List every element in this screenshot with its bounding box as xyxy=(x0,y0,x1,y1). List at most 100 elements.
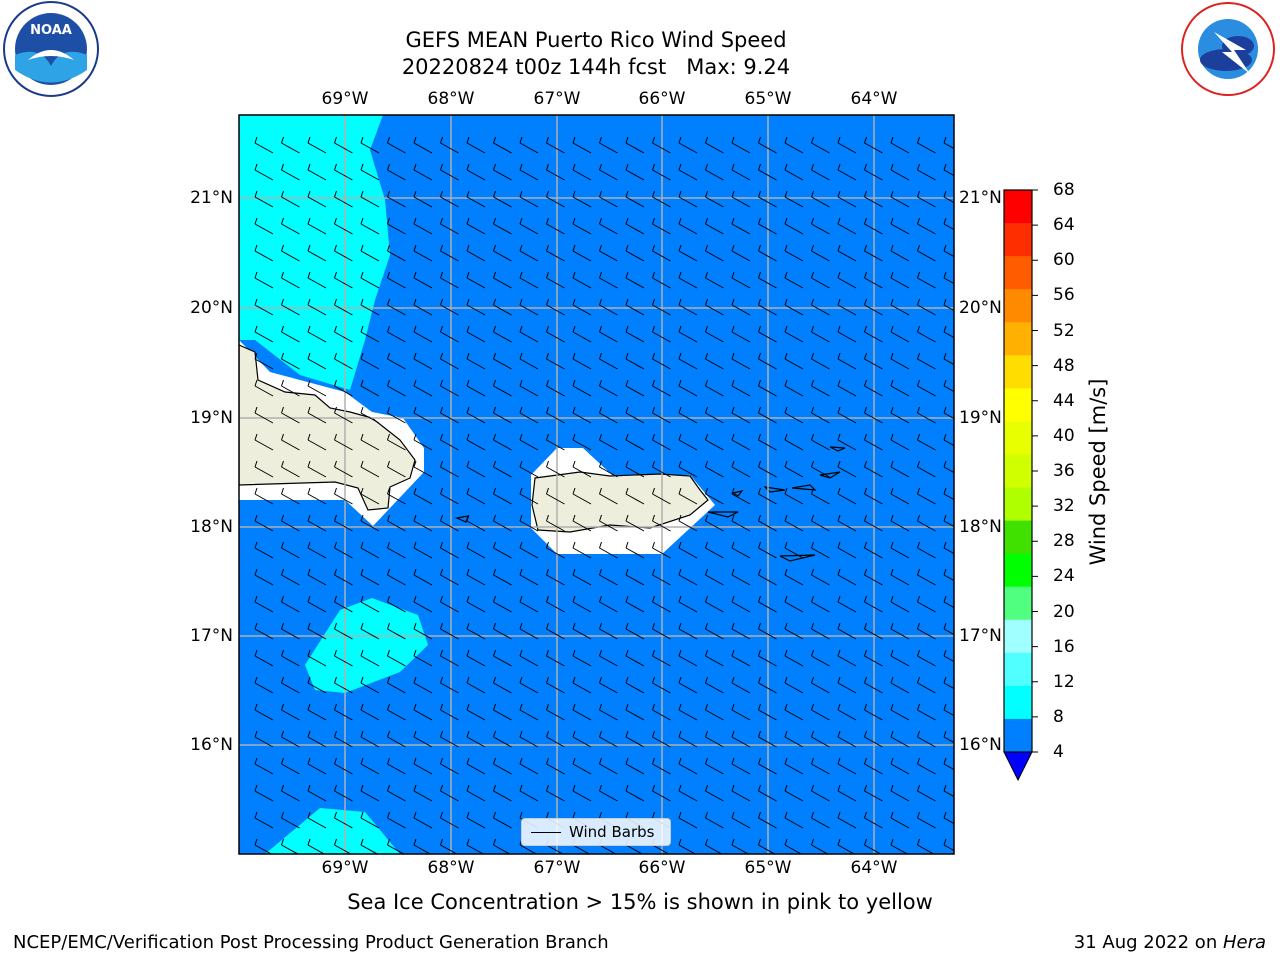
wind-barb xyxy=(758,325,777,343)
wind-barb xyxy=(440,298,459,316)
wind-barb xyxy=(917,676,936,694)
wind-barb xyxy=(784,811,804,829)
wind-barb xyxy=(864,703,883,721)
wind-barb xyxy=(599,514,618,532)
wind-barb xyxy=(705,190,724,208)
wind-barb xyxy=(758,514,777,532)
wind-barb xyxy=(254,514,274,532)
wind-barb xyxy=(440,460,459,478)
wind-barb xyxy=(281,433,300,451)
wind-barb xyxy=(758,757,777,775)
wind-barb xyxy=(705,487,724,505)
wind-barb xyxy=(466,649,486,667)
hispaniola-land xyxy=(239,344,416,511)
wind-barb xyxy=(334,595,353,613)
wind-barb xyxy=(811,379,830,397)
colorbar-segment xyxy=(1004,421,1032,455)
wind-barb xyxy=(625,541,645,559)
anegada-island xyxy=(829,446,846,452)
wind-barb xyxy=(625,487,645,505)
wind-barb xyxy=(440,325,459,343)
wind-barb xyxy=(599,244,618,262)
longitude-label: 67°W xyxy=(533,89,581,109)
wind-barb xyxy=(334,649,353,667)
wind-barb xyxy=(890,217,910,235)
wind-barb xyxy=(599,568,618,586)
wind-barb xyxy=(546,460,565,478)
wind-barb xyxy=(572,757,592,775)
footer-host: Hera xyxy=(1222,932,1266,953)
wind-barb xyxy=(917,352,936,370)
wind-barb xyxy=(440,271,459,289)
longitude-label: 69°W xyxy=(321,858,369,878)
wind-barb xyxy=(387,163,406,181)
wind-barb xyxy=(572,433,592,451)
wind-barb xyxy=(943,784,954,798)
wind-barb xyxy=(599,433,618,451)
wind-barb xyxy=(254,568,274,586)
wind-barb xyxy=(625,568,645,586)
wind-barb xyxy=(943,703,954,717)
wind-barb xyxy=(307,460,327,478)
wind-barb xyxy=(572,784,592,802)
wind-barb xyxy=(811,784,830,802)
wind-barb xyxy=(784,568,804,586)
wind-barb xyxy=(811,406,830,424)
wind-barb xyxy=(360,460,380,478)
wind-barb xyxy=(307,757,327,775)
wind-barb xyxy=(625,244,645,262)
wind-barb xyxy=(546,352,565,370)
wind-barb xyxy=(731,595,751,613)
wind-barb xyxy=(864,784,883,802)
wind-barb xyxy=(758,649,777,667)
map-area xyxy=(238,114,955,855)
wind-barb xyxy=(864,757,883,775)
wind-barb xyxy=(440,703,459,721)
wind-barb xyxy=(307,271,327,289)
wind-barb xyxy=(811,271,830,289)
wind-barb xyxy=(943,649,954,663)
wind-barb xyxy=(360,568,380,586)
wind-barb xyxy=(493,271,512,289)
wind-barb xyxy=(334,460,353,478)
wind-barb xyxy=(519,325,539,343)
wind-barb xyxy=(943,568,954,582)
wind-barb xyxy=(811,163,830,181)
wind-barb xyxy=(546,487,565,505)
colorbar-tick-label: 36 xyxy=(1053,461,1075,481)
vieques-island xyxy=(707,511,739,518)
wind-barb xyxy=(466,757,486,775)
wind-barb xyxy=(466,676,486,694)
latitude-label: 17°N xyxy=(190,626,233,646)
wind-barb xyxy=(281,487,300,505)
wind-barb xyxy=(758,352,777,370)
wind-barb xyxy=(917,244,936,262)
wind-barb xyxy=(599,379,618,397)
wind-barb xyxy=(652,568,671,586)
map-frame xyxy=(238,114,955,855)
wind-barb xyxy=(360,649,380,667)
tortola-island xyxy=(819,471,841,479)
wind-barb xyxy=(625,271,645,289)
colorbar-segment xyxy=(1004,223,1032,257)
wind-barb xyxy=(334,406,353,424)
wind-barb xyxy=(493,379,512,397)
wind-barb xyxy=(599,649,618,667)
wind-barb xyxy=(572,379,592,397)
wind-barb xyxy=(705,568,724,586)
wind-barb xyxy=(811,676,830,694)
wind-barb xyxy=(811,757,830,775)
wind-barb xyxy=(360,487,380,505)
wind-barb xyxy=(413,379,433,397)
wind-barb xyxy=(837,163,857,181)
wind-barb xyxy=(387,298,406,316)
wind-barb xyxy=(625,298,645,316)
wind-barb xyxy=(731,568,751,586)
wind-barb xyxy=(890,190,910,208)
wind-barb xyxy=(758,487,777,505)
wind-barb xyxy=(837,703,857,721)
wind-barb xyxy=(890,595,910,613)
wind-barb xyxy=(890,271,910,289)
wind-barb xyxy=(652,757,671,775)
